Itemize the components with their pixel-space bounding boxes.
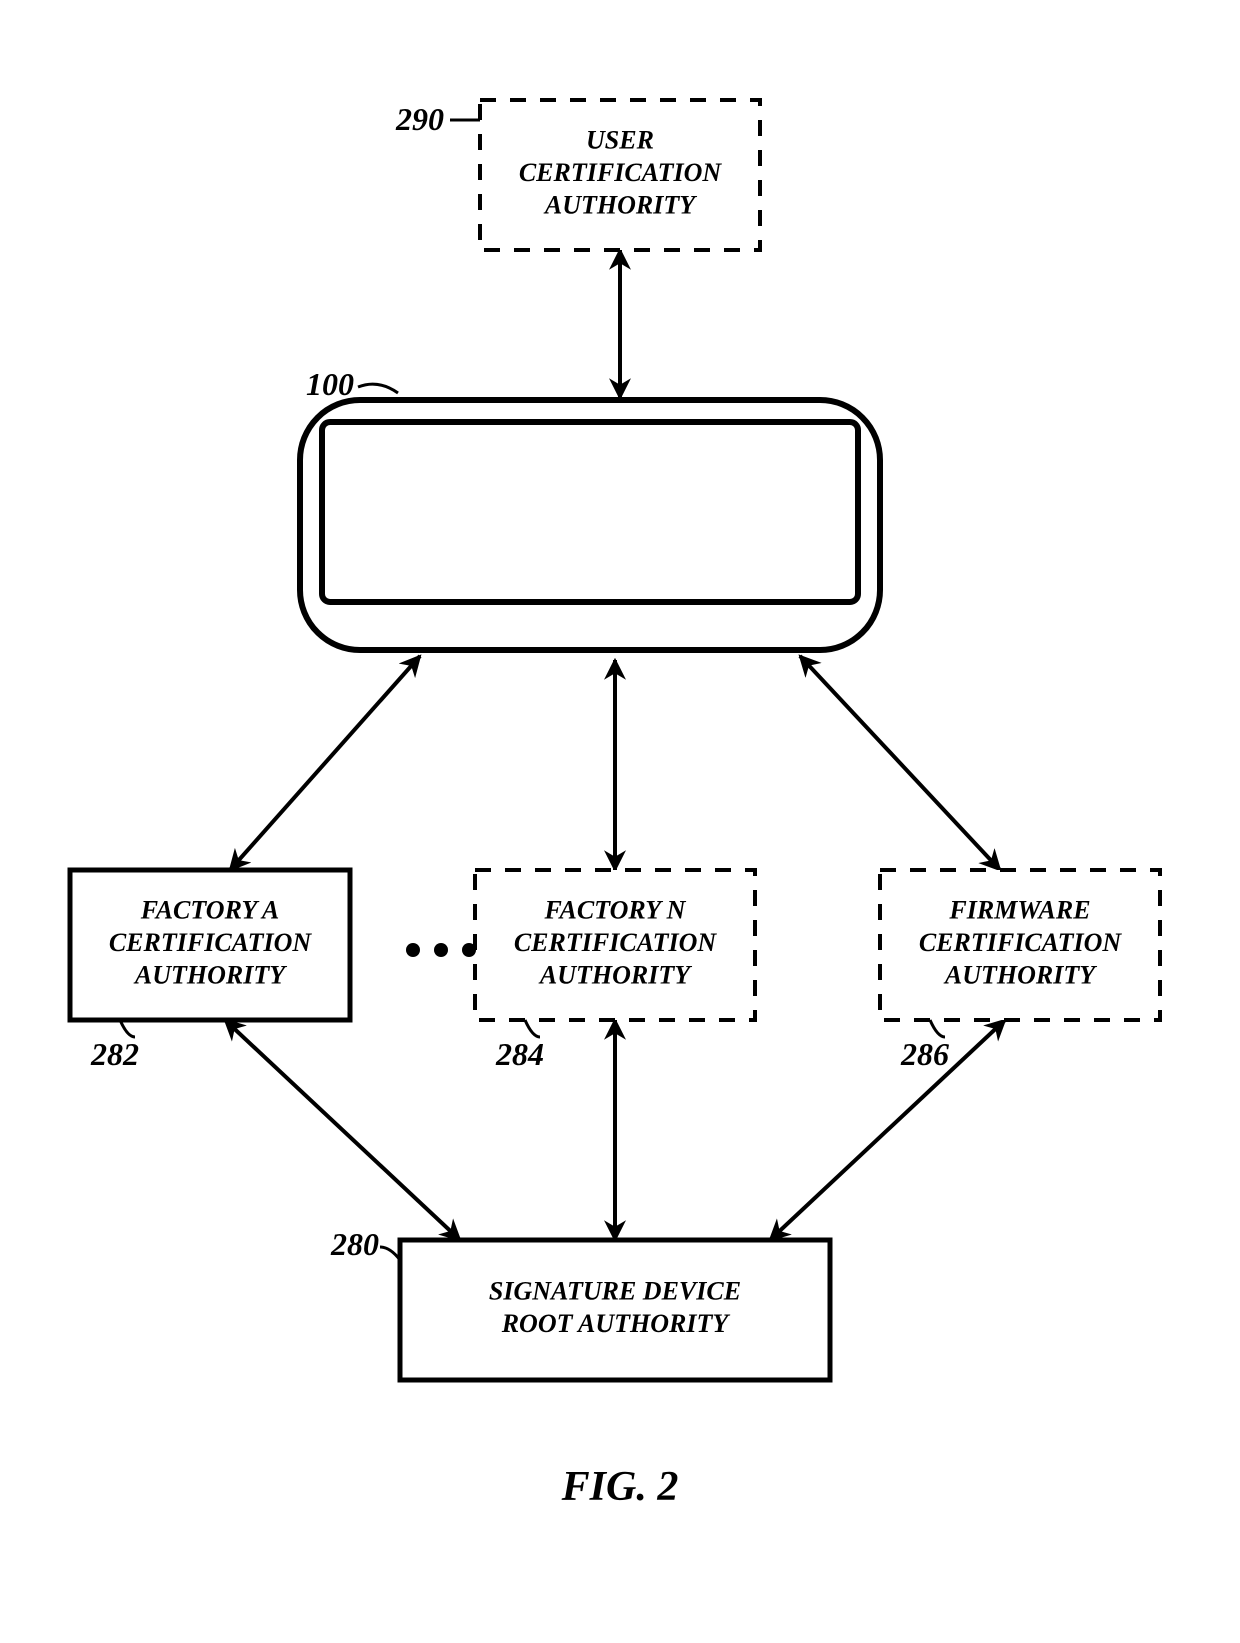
- ellipsis: [406, 943, 476, 957]
- edge-device-bl-factoryA-top: [230, 656, 420, 870]
- ref-root-leader: [380, 1247, 400, 1260]
- ref-factoryA: 282: [90, 1036, 139, 1072]
- node-firmwareCA-label-0: FIRMWARE: [948, 895, 1090, 924]
- ref-device-leader: [358, 384, 398, 393]
- ref-firmwareCA: 286: [900, 1036, 949, 1072]
- node-factoryN-label-1: CERTIFICATION: [514, 928, 718, 957]
- ref-factoryN: 284: [495, 1036, 544, 1072]
- node-firmwareCA-label-1: CERTIFICATION: [919, 928, 1123, 957]
- node-factoryA: FACTORY A CERTIFICATION AUTHORITY 282: [70, 870, 350, 1072]
- node-root-label-0: SIGNATURE DEVICE: [489, 1277, 741, 1306]
- ref-device: 100: [306, 366, 354, 402]
- node-device: 100: [300, 366, 880, 650]
- node-firmwareCA: FIRMWARE CERTIFICATION AUTHORITY 286: [880, 870, 1160, 1072]
- node-factoryN-label-0: FACTORY N: [544, 895, 687, 924]
- node-root-label-1: ROOT AUTHORITY: [501, 1309, 731, 1338]
- node-factoryA-label-1: CERTIFICATION: [109, 928, 313, 957]
- ref-factoryA-leader: [120, 1020, 135, 1037]
- node-firmwareCA-label-2: AUTHORITY: [943, 960, 1097, 989]
- node-userCA-label-1: CERTIFICATION: [519, 158, 723, 187]
- node-factoryA-label-2: AUTHORITY: [133, 960, 287, 989]
- node-factoryN-label-2: AUTHORITY: [538, 960, 692, 989]
- figure-label: FIG. 2: [561, 1464, 679, 1510]
- ellipsis-dot-2: [462, 943, 476, 957]
- device-screen: [322, 422, 858, 602]
- edge-factoryA-bottom-root-tl: [225, 1020, 460, 1240]
- ref-factoryN-leader: [525, 1020, 540, 1037]
- ellipsis-dot-1: [434, 943, 448, 957]
- ellipsis-dot-0: [406, 943, 420, 957]
- edge-device-br-firmwareCA-top: [800, 656, 1000, 870]
- node-userCA-label-2: AUTHORITY: [543, 190, 697, 219]
- ref-userCA: 290: [395, 101, 444, 137]
- node-factoryA-label-0: FACTORY A: [140, 895, 280, 924]
- node-userCA: USER CERTIFICATION AUTHORITY 290: [395, 100, 760, 250]
- ref-firmwareCA-leader: [930, 1020, 945, 1037]
- edge-firmwareCA-bottom-root-tr: [770, 1020, 1005, 1240]
- node-root: SIGNATURE DEVICE ROOT AUTHORITY 280: [330, 1226, 830, 1380]
- ref-root: 280: [330, 1226, 379, 1262]
- node-userCA-label-0: USER: [586, 125, 654, 154]
